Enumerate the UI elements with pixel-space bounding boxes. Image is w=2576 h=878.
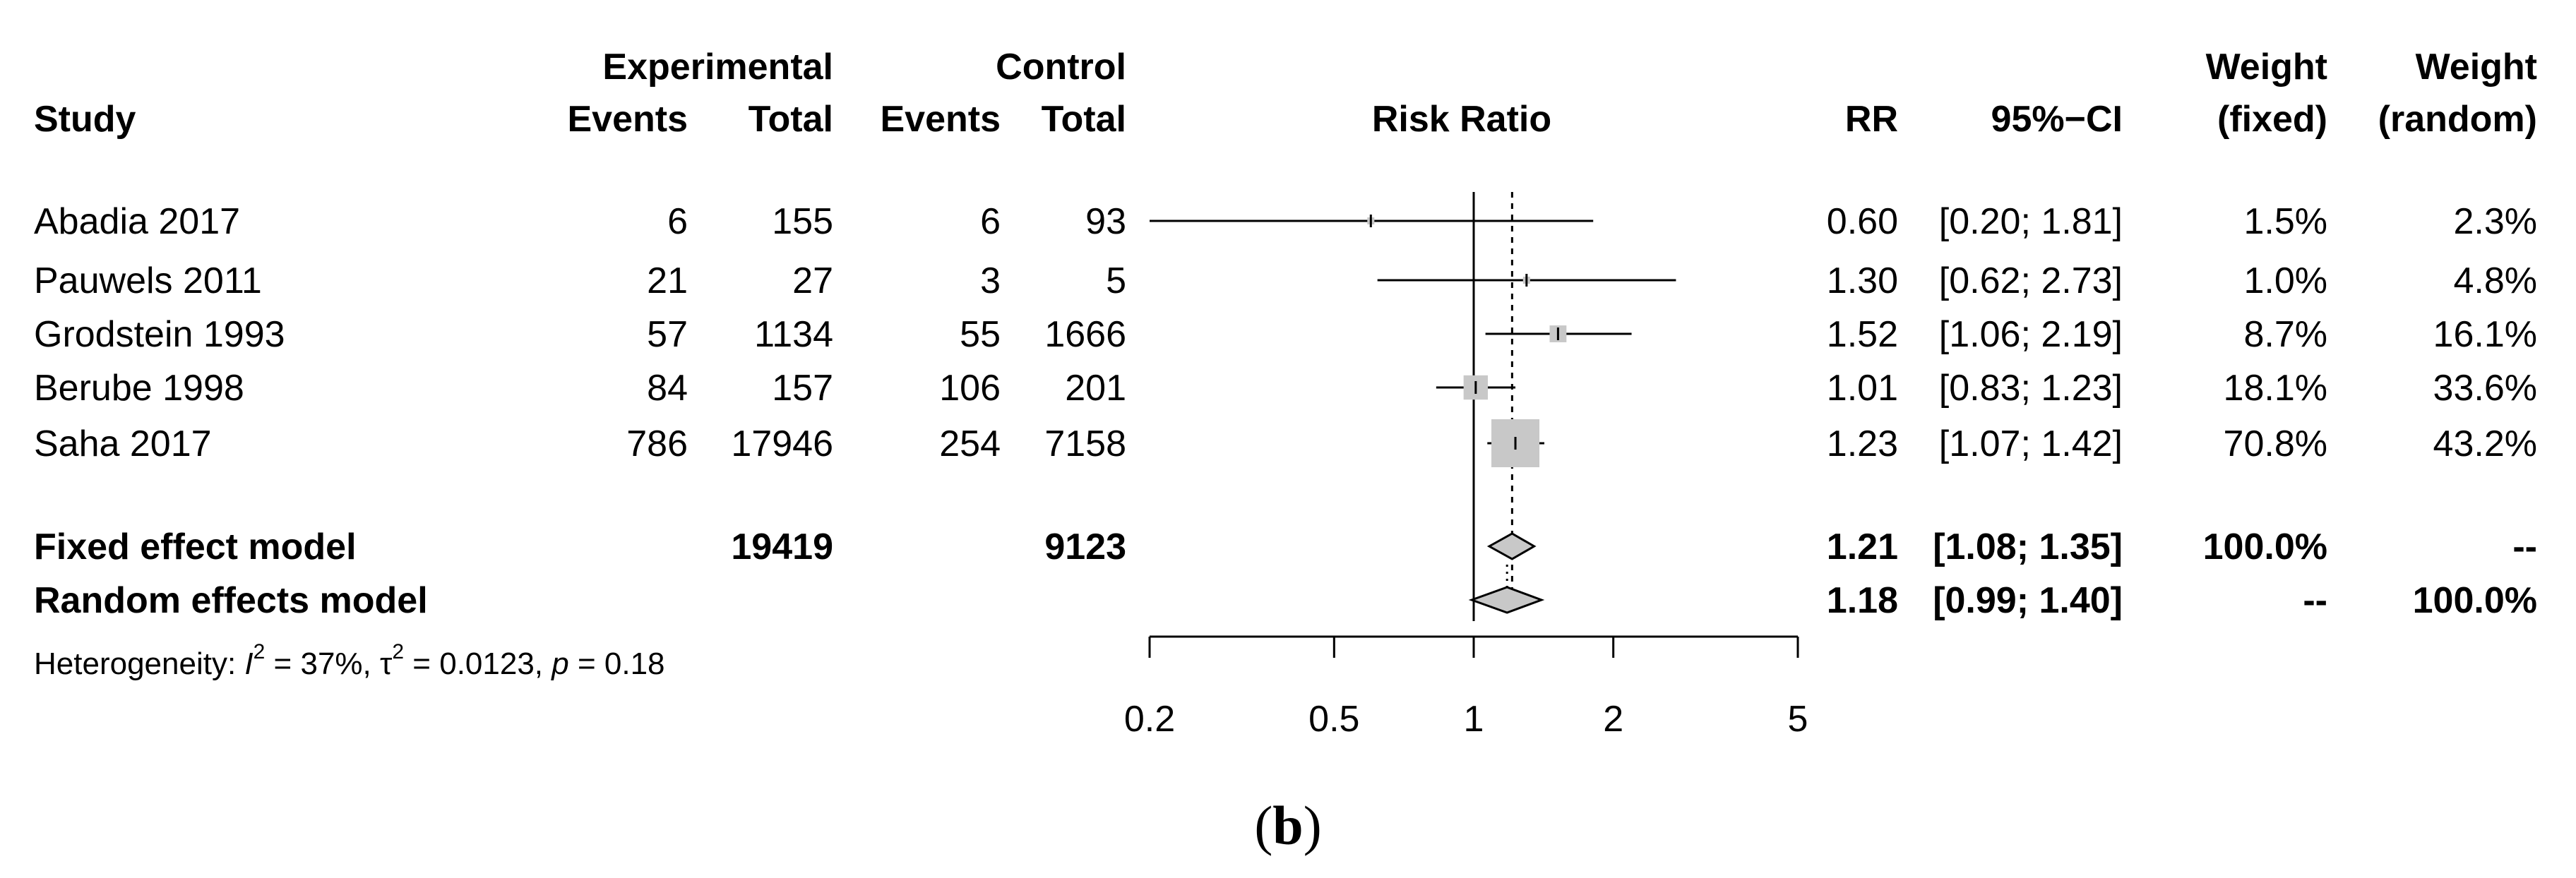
het-prefix: Heterogeneity: (34, 647, 244, 681)
header-ci: 95%−CI (1991, 99, 2123, 140)
study-name: Grodstein 1993 (34, 314, 285, 355)
x-tick-label: 5 (1788, 699, 1808, 740)
ci-value: [1.07; 1.42] (1939, 423, 2123, 464)
het-p-value: = 0.18 (569, 647, 665, 681)
exp-total: 1134 (754, 314, 833, 355)
pooled-exp-total: 19419 (731, 527, 833, 567)
exp-total: 27 (792, 260, 833, 301)
het-i2-value: = 37%, (265, 647, 380, 681)
ctl-events: 6 (980, 201, 1001, 242)
exp-total: 155 (772, 201, 833, 242)
weight-fixed: 1.0% (2243, 260, 2327, 301)
het-tau-value: = 0.0123, (404, 647, 551, 681)
header-experimental: Experimental (602, 47, 833, 88)
x-tick-label: 0.5 (1308, 699, 1359, 740)
header-weight-random: Weight (2416, 47, 2537, 88)
weight-fixed: 8.7% (2243, 314, 2327, 355)
study-name: Berube 1998 (34, 368, 244, 409)
ctl-total: 93 (1085, 201, 1126, 242)
weight-fixed: 1.5% (2243, 201, 2327, 242)
exp-events: 6 (667, 201, 688, 242)
weight-random: 43.2% (2433, 423, 2537, 464)
het-p-symbol: p (550, 647, 568, 681)
x-tick-label: 1 (1464, 699, 1484, 740)
pooled-ci: [1.08; 1.35] (1933, 527, 2123, 567)
header-risk-ratio: Risk Ratio (1372, 99, 1551, 140)
figure-caption: (b) (0, 794, 2576, 858)
weight-random: 33.6% (2433, 368, 2537, 409)
header-exp-events: Events (567, 99, 688, 140)
pooled-diamond (1486, 532, 1537, 560)
pooled-name: Random effects model (34, 580, 428, 621)
ci-value: [1.06; 2.19] (1939, 314, 2123, 355)
rr-value: 1.01 (1827, 368, 1898, 409)
ctl-total: 1666 (1044, 314, 1126, 355)
pooled-weight-fixed: 100.0% (2203, 527, 2327, 567)
study-name: Abadia 2017 (34, 201, 240, 242)
het-tau-symbol: τ (380, 647, 393, 681)
rr-value: 1.52 (1827, 314, 1898, 355)
weight-random: 4.8% (2453, 260, 2537, 301)
header-rr: RR (1845, 99, 1898, 140)
rr-value: 1.30 (1827, 260, 1898, 301)
exp-events: 21 (647, 260, 688, 301)
ci-value: [0.62; 2.73] (1939, 260, 2123, 301)
pooled-diamond (1468, 586, 1545, 614)
header-ctl-total: Total (1042, 99, 1126, 140)
pooled-name: Fixed effect model (34, 527, 357, 567)
exp-events: 786 (626, 423, 688, 464)
weight-random: 2.3% (2453, 201, 2537, 242)
weight-random: 16.1% (2433, 314, 2537, 355)
het-i2-symbol: I (244, 647, 253, 681)
caption-close: ) (1303, 795, 1322, 856)
header-fixed: (fixed) (2217, 99, 2327, 140)
ctl-total: 201 (1065, 368, 1126, 409)
header-control: Control (996, 47, 1126, 88)
ctl-total: 5 (1106, 260, 1126, 301)
header-exp-total: Total (749, 99, 833, 140)
x-tick-label: 2 (1603, 699, 1623, 740)
ctl-events: 106 (939, 368, 1001, 409)
pooled-rr: 1.18 (1827, 580, 1898, 621)
pooled-weight-random: -- (2512, 527, 2537, 567)
x-tick-label: 0.2 (1124, 699, 1175, 740)
rr-value: 1.23 (1827, 423, 1898, 464)
ctl-events: 254 (939, 423, 1001, 464)
ci-value: [0.20; 1.81] (1939, 201, 2123, 242)
caption-letter: b (1272, 795, 1304, 856)
ctl-events: 55 (960, 314, 1001, 355)
header-random: (random) (2378, 99, 2537, 140)
exp-events: 84 (647, 368, 688, 409)
pooled-ctl-total: 9123 (1044, 527, 1126, 567)
header-study: Study (34, 99, 136, 140)
pooled-weight-fixed: -- (2303, 580, 2327, 621)
pooled-ci: [0.99; 1.40] (1933, 580, 2123, 621)
ci-value: [0.83; 1.23] (1939, 368, 2123, 409)
ctl-total: 7158 (1044, 423, 1126, 464)
header-weight-fixed: Weight (2206, 47, 2327, 88)
rr-value: 0.60 (1827, 201, 1898, 242)
weight-fixed: 18.1% (2224, 368, 2327, 409)
exp-events: 57 (647, 314, 688, 355)
ctl-events: 3 (980, 260, 1001, 301)
caption-open: ( (1254, 795, 1273, 856)
header-ctl-events: Events (880, 99, 1001, 140)
heterogeneity-text: Heterogeneity: I2 = 37%, τ2 = 0.0123, p … (34, 640, 665, 681)
study-name: Pauwels 2011 (34, 260, 262, 301)
weight-fixed: 70.8% (2224, 423, 2327, 464)
pooled-weight-random: 100.0% (2413, 580, 2537, 621)
study-name: Saha 2017 (34, 423, 212, 464)
het-tau-sup: 2 (392, 640, 404, 663)
het-i2-sup: 2 (254, 640, 266, 663)
exp-total: 17946 (731, 423, 833, 464)
pooled-rr: 1.21 (1827, 527, 1898, 567)
exp-total: 157 (772, 368, 833, 409)
